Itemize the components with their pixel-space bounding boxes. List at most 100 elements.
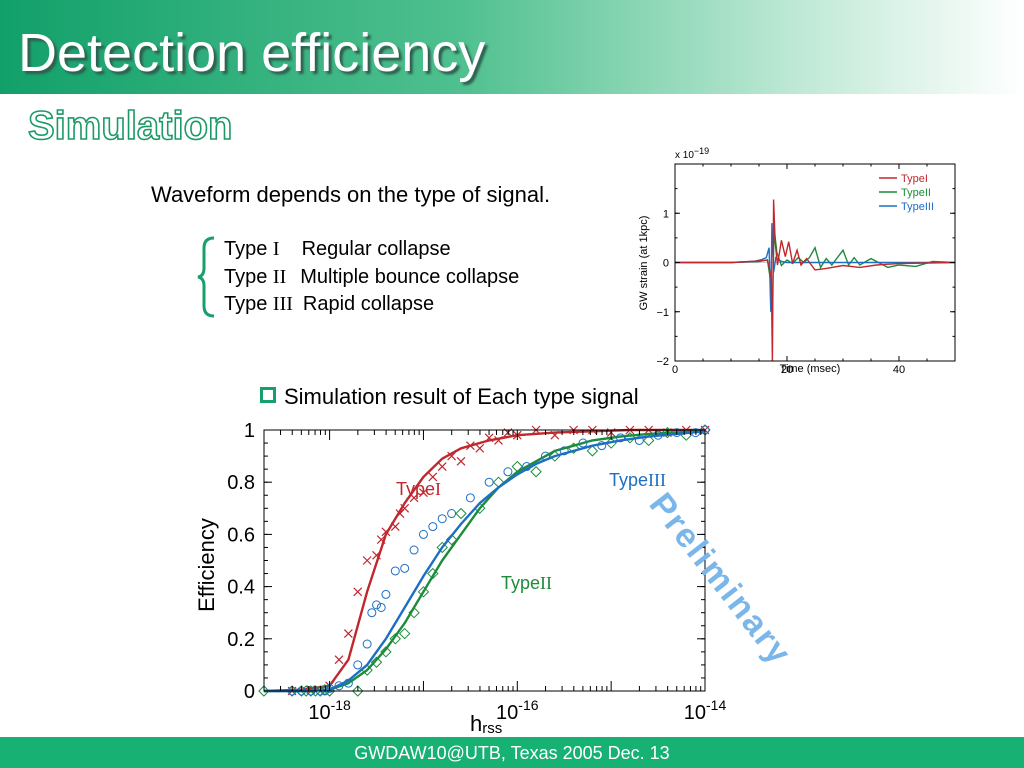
data-point-typeiii bbox=[334, 681, 344, 691]
type-description: Regular collapse bbox=[301, 238, 451, 260]
type-description: Rapid collapse bbox=[302, 293, 435, 315]
data-point-typeii bbox=[408, 606, 420, 619]
data-point-typei bbox=[381, 527, 391, 537]
data-point-typeii bbox=[624, 432, 636, 444]
square-bullet-icon bbox=[260, 387, 276, 403]
type-prefix: Type bbox=[224, 238, 273, 260]
data-point-typeiii bbox=[418, 529, 428, 539]
data-point-typeiii bbox=[343, 678, 353, 688]
data-point-typeiii bbox=[400, 563, 410, 573]
left-brace-icon bbox=[197, 236, 215, 318]
y-tick-label: 0.2 bbox=[227, 629, 255, 651]
type-prefix: Type bbox=[224, 266, 273, 288]
data-point-typeii bbox=[352, 685, 364, 697]
data-point-typeiii bbox=[376, 602, 386, 612]
x-tick-label: 10-14 bbox=[684, 697, 727, 724]
data-point-typeiii bbox=[672, 428, 682, 438]
y-tick-label: 0.8 bbox=[227, 472, 255, 494]
curve-label-typeiii: TypeIII bbox=[609, 470, 666, 490]
data-point-typeiii bbox=[616, 433, 626, 443]
data-point-typeiii bbox=[367, 608, 377, 618]
type-i-line: Type I Regular collapse bbox=[224, 238, 451, 261]
data-point-typei bbox=[419, 488, 428, 498]
data-point-typeiii bbox=[578, 438, 588, 448]
y-tick-label: −2 bbox=[656, 356, 669, 368]
type-numeral: III bbox=[272, 293, 293, 315]
data-point-typeii bbox=[661, 426, 674, 439]
data-point-typeii bbox=[455, 507, 467, 520]
efficiency-series bbox=[258, 424, 711, 697]
data-point-typei bbox=[334, 655, 344, 665]
data-point-typei bbox=[400, 503, 410, 513]
data-point-typeiii bbox=[372, 600, 382, 610]
data-point-typeiii bbox=[634, 435, 644, 445]
data-point-typeii bbox=[436, 541, 448, 554]
data-point-typei bbox=[343, 629, 353, 639]
fit-curve-typeiii bbox=[263, 430, 706, 693]
data-point-typeiii bbox=[362, 639, 372, 649]
type-ii-line: Type II Multiple bounce collapse bbox=[224, 266, 519, 289]
legend-label-typeii: TypeII bbox=[901, 187, 931, 199]
data-point-typei bbox=[484, 433, 494, 443]
data-point-typeii bbox=[427, 567, 439, 580]
type-numeral: II bbox=[272, 266, 287, 288]
data-point-typei bbox=[447, 451, 457, 461]
y-tick-label: 0 bbox=[663, 258, 669, 270]
data-point-typeiii bbox=[353, 660, 363, 670]
data-point-typeii bbox=[417, 586, 430, 598]
data-point-typeiii bbox=[503, 467, 513, 477]
data-point-typei bbox=[494, 436, 503, 445]
data-point-typei bbox=[428, 472, 438, 482]
header-bar bbox=[0, 0, 1024, 94]
fit-curve-typei bbox=[263, 428, 705, 693]
data-point-typeii bbox=[530, 466, 542, 478]
data-point-typeiii bbox=[437, 514, 447, 524]
data-point-typeiii bbox=[390, 566, 400, 576]
data-point-typeii bbox=[642, 434, 655, 447]
type-numeral: I bbox=[272, 238, 280, 260]
waveform-description: Waveform depends on the type of signal. bbox=[151, 182, 551, 207]
waveform-x-axis-label: Time (msec) bbox=[780, 363, 841, 375]
waveform-y-axis-label: GW strain (at 1kpc) bbox=[638, 216, 650, 311]
legend-label-typei: TypeI bbox=[901, 173, 928, 185]
curve-label-typei: TypeI bbox=[396, 479, 441, 499]
footer-text: GWDAW10@UTB, Texas 2005 Dec. 13 bbox=[354, 743, 670, 763]
y-tick-label: 1 bbox=[244, 420, 255, 442]
data-point-typeii bbox=[586, 445, 599, 457]
data-point-typei bbox=[475, 443, 485, 453]
data-point-typeiii bbox=[691, 428, 701, 438]
data-point-typeii bbox=[389, 633, 402, 645]
type-iii-line: Type III Rapid collapse bbox=[224, 293, 434, 316]
data-point-typeiii bbox=[484, 477, 494, 487]
data-point-typei bbox=[372, 550, 381, 560]
waveform-series bbox=[675, 199, 956, 362]
y-tick-label: 0.6 bbox=[227, 524, 255, 546]
type-description: Multiple bounce collapse bbox=[300, 266, 520, 288]
waveform-line-typei bbox=[675, 199, 956, 362]
waveform-ticks: 0 20 40 1 0 −1 −2 bbox=[656, 163, 956, 376]
data-point-typei bbox=[550, 430, 560, 440]
data-point-typeii bbox=[511, 460, 524, 473]
data-point-typei bbox=[437, 462, 447, 471]
x-tick-label: 10-16 bbox=[496, 697, 539, 724]
efficiency-x-axis-label: hrss bbox=[470, 711, 502, 737]
legend-label-typeiii: TypeIII bbox=[901, 201, 934, 213]
footer-bar: GWDAW10@UTB, Texas 2005 Dec. 13 bbox=[0, 737, 1024, 768]
slide-title: Detection efficiency bbox=[18, 23, 486, 83]
x-tick-label: 20 bbox=[781, 364, 793, 376]
data-point-typeiii bbox=[559, 446, 569, 456]
efficiency-curve-labels: TypeI TypeII TypeIII bbox=[396, 470, 666, 593]
data-point-typeii bbox=[567, 442, 580, 454]
y-tick-label: 0.4 bbox=[227, 577, 255, 599]
x-tick-label: 10-18 bbox=[308, 697, 351, 724]
type-prefix: Type bbox=[224, 293, 273, 315]
data-point-typeiii bbox=[653, 430, 663, 440]
data-point-typei bbox=[390, 522, 400, 531]
bullet-text: Simulation result of Each type signal bbox=[284, 384, 639, 409]
data-point-typei bbox=[465, 441, 475, 451]
waveform-line-typeii bbox=[675, 227, 956, 307]
waveform-legend: TypeI TypeII TypeIII bbox=[879, 173, 934, 213]
data-point-typeii bbox=[398, 627, 411, 640]
slide-subtitle: Simulation bbox=[27, 103, 233, 149]
